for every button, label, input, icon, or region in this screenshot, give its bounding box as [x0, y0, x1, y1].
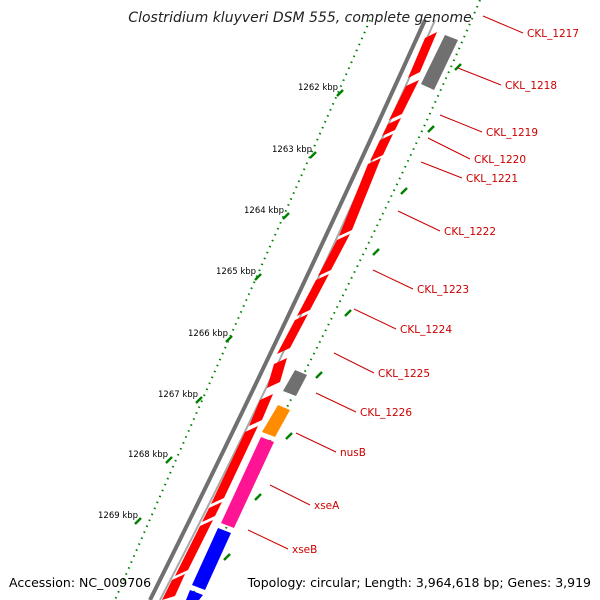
- separator: ;: [356, 575, 365, 590]
- scale-tick-mark: [225, 335, 233, 343]
- inner-track-ticks: [223, 63, 462, 561]
- gene-feature-forward[interactable]: [175, 520, 213, 576]
- gene-label[interactable]: CKL_1223: [417, 284, 469, 296]
- gene-feature-forward[interactable]: [318, 234, 350, 276]
- gene-feature-xsea[interactable]: [221, 437, 274, 528]
- scale-tick-label: 1267 kbp: [158, 390, 198, 400]
- accession-info: Accession: NC_009706: [9, 575, 151, 590]
- gene-label[interactable]: CKL_1226: [360, 407, 412, 419]
- scale-ticks: 1262 kbp 1263 kbp 1264 kbp 1265 kbp 1266…: [98, 83, 344, 525]
- gene-label[interactable]: xseB: [292, 544, 317, 556]
- gene-feature-forward[interactable]: [202, 502, 222, 522]
- leader-line: [397, 210, 441, 232]
- gene-label[interactable]: CKL_1225: [378, 368, 430, 380]
- scale-tick-mark: [165, 456, 173, 464]
- map-title: Clostridium kluyveri DSM 555, complete g…: [128, 10, 472, 26]
- gene-feature-forward[interactable]: [339, 158, 381, 236]
- leader-line: [372, 269, 414, 290]
- gene-feature-forward[interactable]: [370, 134, 393, 161]
- leader-line: [315, 392, 357, 413]
- inner-track-tick: [315, 371, 323, 379]
- gene-feature-ckl-1226[interactable]: [283, 370, 307, 396]
- gene-feature-ckl-1218[interactable]: [421, 35, 458, 90]
- scale-tick-label: 1264 kbp: [244, 206, 284, 216]
- leader-line: [333, 352, 375, 374]
- scale-tick-mark: [282, 212, 290, 220]
- gene-feature-xseb[interactable]: [192, 528, 231, 590]
- inner-track-tick: [223, 553, 231, 561]
- inner-track-tick: [344, 309, 352, 317]
- leader-line: [353, 308, 397, 330]
- length-value: 3,964,618 bp: [415, 575, 500, 590]
- inner-track-tick: [254, 493, 262, 501]
- leader-line: [427, 137, 471, 160]
- genome-summary: Topology: circular; Length: 3,964,618 bp…: [248, 575, 591, 590]
- leader-line: [420, 161, 463, 179]
- gene-label[interactable]: CKL_1224: [400, 324, 452, 336]
- outer-tick-track: [114, 19, 371, 600]
- backbone-outer: [148, 19, 427, 600]
- gene-label[interactable]: CKL_1221: [466, 173, 518, 185]
- gene-feature-forward[interactable]: [162, 574, 185, 600]
- gene-label[interactable]: CKL_1217: [527, 28, 579, 40]
- gene-feature-forward[interactable]: [277, 314, 308, 354]
- gene-label[interactable]: nusB: [340, 447, 366, 459]
- scale-tick-label: 1263 kbp: [272, 145, 312, 155]
- leader-line: [439, 114, 483, 133]
- gene-feature-forward[interactable]: [389, 80, 419, 120]
- gene-label[interactable]: xseA: [314, 500, 340, 512]
- gene-label[interactable]: CKL_1219: [486, 127, 538, 139]
- forward-strand-genes: [162, 32, 437, 600]
- gene-feature-xseb-tail[interactable]: [186, 590, 203, 600]
- topology-label: Topology:: [247, 575, 307, 590]
- inner-track-tick: [285, 432, 293, 440]
- gene-feature-forward[interactable]: [408, 32, 437, 78]
- gene-feature-nusb[interactable]: [262, 405, 290, 437]
- scale-tick-mark: [134, 517, 142, 525]
- gene-labels: CKL_1217 CKL_1218 CKL_1219 CKL_1220 CKL_…: [292, 28, 579, 556]
- scale-tick-label: 1265 kbp: [216, 267, 256, 277]
- accession-label: Accession:: [9, 575, 76, 590]
- gene-feature-forward[interactable]: [382, 118, 401, 136]
- scale-tick-label: 1262 kbp: [298, 83, 338, 93]
- topology-value: circular: [310, 575, 357, 590]
- scale-tick-mark: [336, 89, 344, 97]
- gene-label[interactable]: CKL_1218: [505, 80, 557, 92]
- scale-tick-label: 1266 kbp: [188, 329, 228, 339]
- scale-tick-mark: [254, 273, 262, 281]
- scale-tick-label: 1269 kbp: [98, 511, 138, 521]
- gene-feature-forward[interactable]: [267, 358, 287, 388]
- inner-track-tick: [427, 125, 435, 133]
- backbone-inner: [159, 19, 436, 600]
- length-label: Length:: [364, 575, 412, 590]
- separator: ;: [499, 575, 508, 590]
- gene-feature-forward[interactable]: [249, 394, 273, 426]
- gene-label-leaders: [247, 15, 524, 550]
- inner-track-tick: [372, 248, 380, 256]
- genes-label: Genes:: [507, 575, 552, 590]
- scale-tick-mark: [195, 396, 203, 404]
- genes-count: 3,919: [555, 575, 591, 590]
- gene-feature-forward[interactable]: [211, 426, 258, 504]
- inner-track-tick: [400, 187, 408, 195]
- gene-label[interactable]: CKL_1220: [474, 154, 526, 166]
- leader-line: [247, 529, 289, 550]
- leader-line: [482, 15, 524, 34]
- gene-feature-forward[interactable]: [297, 274, 329, 316]
- leader-line: [295, 432, 337, 453]
- scale-tick-label: 1268 kbp: [128, 450, 168, 460]
- scale-tick-mark: [309, 151, 317, 159]
- colored-features: [186, 35, 458, 600]
- leader-line: [269, 484, 311, 506]
- accession-value: NC_009706: [79, 575, 152, 590]
- leader-line: [457, 67, 502, 86]
- inner-track-tick: [454, 63, 462, 71]
- gene-label[interactable]: CKL_1222: [444, 226, 496, 238]
